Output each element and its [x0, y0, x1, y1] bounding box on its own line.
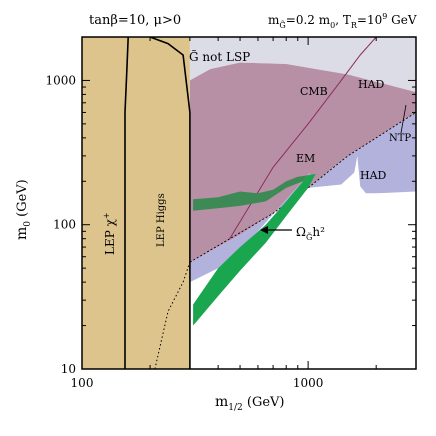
line-lep-chargino-boundary [124, 37, 129, 369]
x-tick-label: 1000 [293, 376, 324, 390]
x-axis-label: m1/2 (GeV) [215, 394, 285, 413]
region-had-lower-band [189, 172, 311, 283]
annotation-ntp: NTP [389, 133, 411, 144]
annotation-g-not-lsp: G̃ not LSP [189, 49, 250, 64]
region-had-excluded [308, 112, 416, 194]
annotation-cmb: CMB [300, 85, 328, 98]
y-tick-label: 100 [53, 218, 76, 232]
x-tick-label: 100 [71, 376, 94, 390]
title-left: tanβ=10, μ>0 [89, 13, 181, 28]
line-lep-higgs-dotted [154, 262, 191, 369]
annotation-lep-higgs: LEP Higgs [156, 193, 167, 247]
ntp-pointer [400, 104, 407, 134]
region-lep-excluded [82, 37, 190, 369]
annotation-omega: ΩG̃h² [296, 225, 325, 242]
relic-density-bands-group [193, 173, 316, 326]
line-had-dashed [189, 112, 416, 263]
y-axis-label: m0 (GeV) [14, 179, 33, 240]
y-tick-label: 10 [61, 362, 76, 376]
annotation-em: EM [296, 152, 315, 165]
plot-frame [81, 36, 417, 370]
y-tick-label: 1000 [45, 73, 76, 87]
line-lep-higgs-boundary [149, 37, 191, 369]
line-cmb-line [229, 37, 377, 239]
title-right: mG̃=0.2 m0, TR=109 GeV [268, 12, 417, 30]
regions-group [82, 37, 416, 369]
relic-band-1 [193, 173, 316, 326]
boundary-lines-group [124, 37, 416, 369]
region-gravitino-not-lsp [189, 37, 416, 93]
annotation-lep-chi: LEP χ+ [102, 212, 117, 255]
annotation-had-1: HAD [358, 78, 385, 91]
relic-band-0 [193, 175, 309, 211]
omega-arrowhead [260, 226, 268, 234]
annotation-had-2: HAD [360, 169, 387, 182]
region-cmb-em-excluded [189, 62, 416, 263]
